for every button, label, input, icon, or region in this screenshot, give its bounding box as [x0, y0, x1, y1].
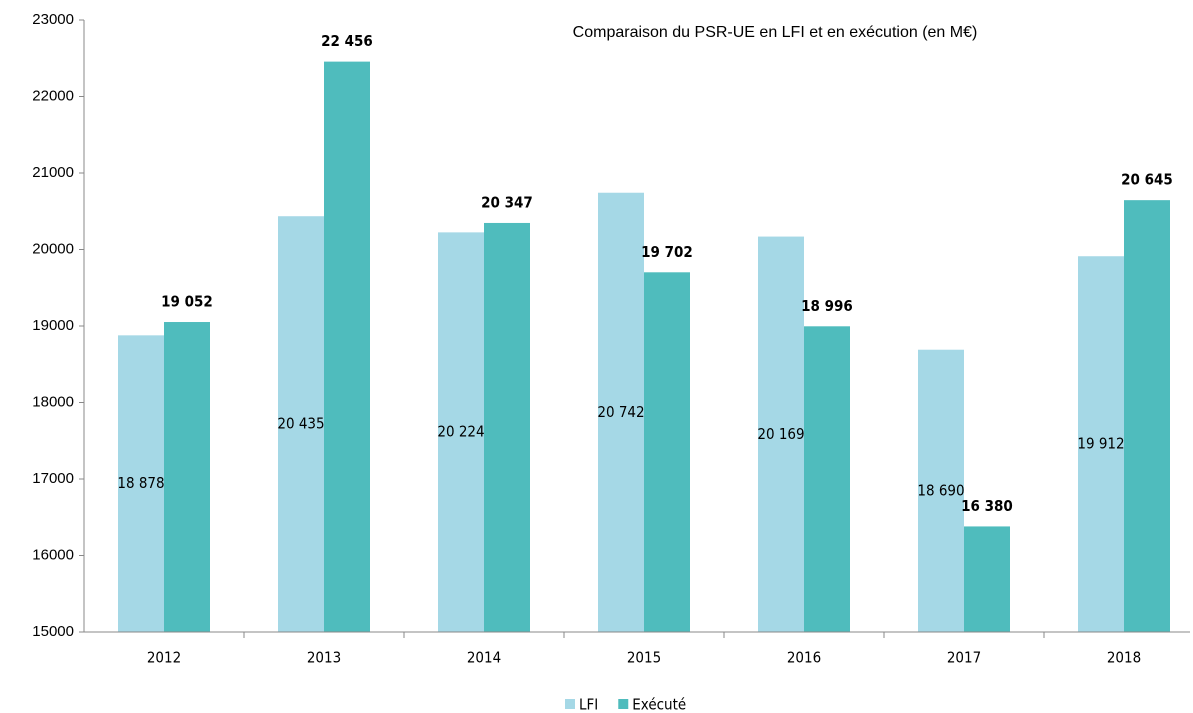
- data-label: 19 912: [1077, 435, 1124, 453]
- bar: [278, 216, 324, 632]
- bar: [964, 526, 1010, 632]
- data-label: 19 052: [161, 293, 213, 311]
- x-tick-label: 2014: [467, 649, 501, 667]
- y-tick-label: 22000: [32, 87, 74, 104]
- legend-label: Exécuté: [632, 696, 686, 713]
- data-label: 20 224: [437, 423, 484, 441]
- bar: [118, 335, 164, 632]
- y-tick-label: 23000: [32, 11, 74, 28]
- x-tick-label: 2018: [1107, 649, 1141, 667]
- x-tick-label: 2017: [947, 649, 981, 667]
- bar: [644, 272, 690, 632]
- y-tick-label: 18000: [32, 393, 74, 410]
- data-label: 19 702: [641, 243, 693, 261]
- data-label: 18 878: [117, 474, 164, 492]
- bar: [1078, 256, 1124, 632]
- y-tick-label: 17000: [32, 470, 74, 487]
- bar: [918, 349, 964, 632]
- bar: [804, 326, 850, 632]
- y-tick-label: 19000: [32, 317, 74, 334]
- x-tick-label: 2012: [147, 649, 181, 667]
- data-label: 18 690: [917, 481, 964, 499]
- bar: [598, 192, 644, 632]
- bar: [324, 61, 370, 632]
- bar: [1124, 200, 1170, 632]
- y-tick-label: 15000: [32, 623, 74, 640]
- data-label: 18 996: [801, 297, 853, 315]
- x-tick-label: 2013: [307, 649, 341, 667]
- bar: [484, 222, 530, 632]
- data-label: 20 347: [481, 193, 533, 211]
- bar: [164, 322, 210, 632]
- bar: [758, 236, 804, 632]
- data-label: 22 456: [321, 32, 373, 50]
- data-label: 20 742: [597, 403, 644, 421]
- x-tick-label: 2016: [787, 649, 821, 667]
- data-label: 20 169: [757, 425, 804, 443]
- legend-swatch: [565, 699, 575, 709]
- bar: [438, 232, 484, 632]
- legend-swatch: [618, 699, 629, 709]
- data-label: 20 645: [1121, 171, 1173, 189]
- x-tick-label: 2015: [627, 649, 661, 667]
- data-label: 20 435: [277, 415, 324, 433]
- y-tick-label: 16000: [32, 546, 74, 563]
- y-tick-label: 20000: [32, 240, 74, 257]
- chart-title: Comparaison du PSR-UE en LFI et en exécu…: [573, 24, 978, 41]
- legend-label: LFI: [579, 696, 598, 713]
- y-tick-label: 21000: [32, 164, 74, 181]
- data-label: 16 380: [961, 497, 1013, 515]
